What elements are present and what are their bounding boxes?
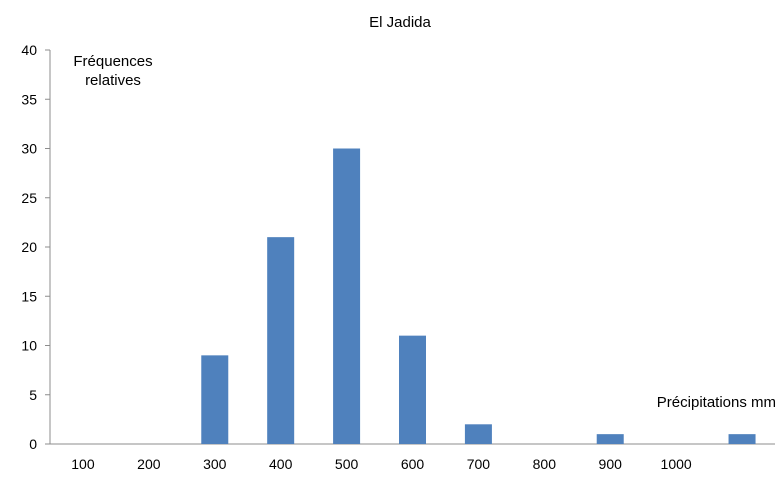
x-tick-label: 900 (599, 456, 623, 472)
x-tick-label: 800 (533, 456, 557, 472)
bar (596, 434, 624, 444)
y-axis-label-line-2: relatives (85, 72, 141, 89)
y-axis: 0 5 10 15 20 25 30 35 40 (21, 42, 51, 452)
bar (399, 335, 426, 444)
x-tick-label: 400 (269, 456, 293, 472)
bar (201, 355, 229, 444)
x-axis: 100 200 300 400 500 600 700 800 900 1000 (50, 443, 775, 472)
y-tick-label: 15 (21, 288, 37, 304)
bars-group (201, 148, 756, 444)
bar (333, 148, 361, 444)
y-tick-label: 25 (21, 190, 37, 206)
x-tick-label: 100 (71, 456, 95, 472)
x-tick-label: 200 (137, 456, 161, 472)
y-tick-label: 30 (21, 141, 37, 157)
x-tick-label: 300 (203, 456, 227, 472)
y-axis-label-line-1: Fréquences (73, 53, 152, 70)
x-axis-label: Précipitations mm (657, 394, 776, 411)
y-tick-label: 20 (21, 239, 37, 255)
bar (464, 424, 492, 444)
chart-title: El Jadida (369, 14, 431, 31)
y-tick-label: 35 (21, 91, 37, 107)
y-tick-label: 5 (29, 387, 37, 403)
x-tick-label: 700 (467, 456, 491, 472)
bar (728, 434, 756, 444)
y-tick-label: 40 (21, 42, 37, 58)
y-tick-label: 0 (29, 436, 37, 452)
bar (267, 237, 295, 444)
x-tick-label: 1000 (661, 456, 692, 472)
x-tick-label: 600 (401, 456, 425, 472)
y-tick-label: 10 (21, 338, 37, 354)
x-tick-label: 500 (335, 456, 359, 472)
